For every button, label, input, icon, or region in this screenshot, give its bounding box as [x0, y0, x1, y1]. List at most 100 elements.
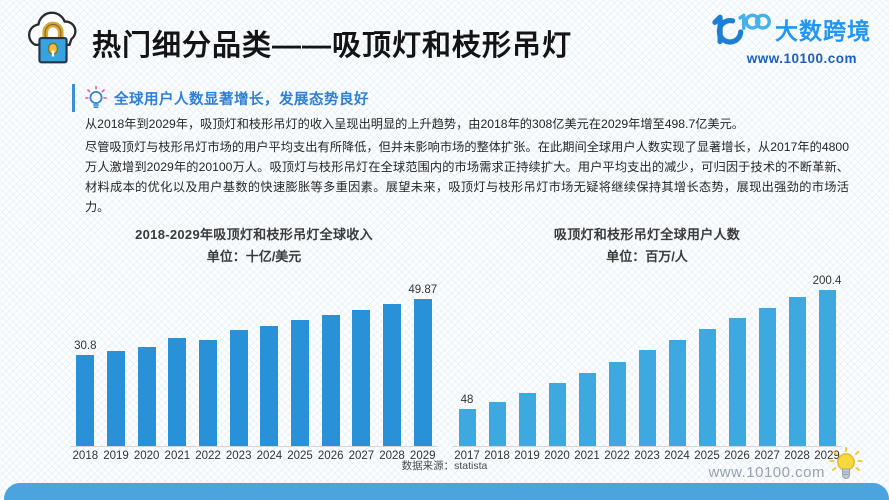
axis-tick-label: 2017 — [454, 450, 480, 462]
users-chart-unit: 单位：百万/人 — [606, 249, 688, 264]
bar-2025 — [698, 329, 716, 446]
bar-column-2029: 200.4 — [812, 275, 842, 446]
axis-tick-label: 2024 — [256, 450, 283, 462]
bar-column-2019 — [512, 393, 542, 446]
bar-2025 — [291, 320, 310, 446]
key-insight-text: 全球用户人数显著增长，发展态势良好 — [114, 91, 369, 108]
revenue-chart-title: 2018-2029年吸顶灯和枝形吊灯全球收入 — [135, 227, 373, 242]
bar-value-label: 200.4 — [812, 275, 842, 287]
bar-2029 — [413, 299, 432, 446]
revenue-chart-plot: 30.8 49.87 — [70, 274, 438, 447]
axis-tick-label: 2026 — [317, 450, 344, 462]
bar-value-label: 48 — [460, 394, 474, 406]
bar-column-2020 — [542, 383, 572, 446]
bar-2019 — [518, 393, 536, 446]
data-source: 数据来源：statista — [401, 460, 488, 472]
bar-column-2023 — [223, 330, 254, 446]
axis-tick-label: 2019 — [514, 450, 540, 462]
logo-brand-name: 大数跨境 — [775, 18, 871, 44]
axis-tick-label: 2024 — [664, 450, 690, 462]
users-chart-x-axis: 2017 2018 2019 2020 2021 2022 2023 2024 2025 2026… — [452, 450, 842, 462]
bar-2018 — [488, 402, 506, 446]
footer-url: www.10100.com — [708, 464, 825, 481]
paragraph-user-growth: 尽管吸顶灯与枝形吊灯市场的用户平均支出有所降低，但并未影响市场的整体扩张。在此期… — [85, 140, 849, 214]
bar-column-2027 — [752, 308, 782, 446]
bar-column-2018 — [482, 402, 512, 446]
axis-tick-label: 2027 — [348, 450, 375, 462]
brand-logo: 大数跨境 www.10100.com — [681, 8, 871, 66]
axis-tick-label: 2020 — [544, 450, 570, 462]
bar-2028 — [788, 297, 806, 446]
axis-tick-label: 2025 — [287, 450, 313, 462]
bar-column-2023 — [632, 350, 662, 446]
bar-2027 — [758, 308, 776, 446]
cloud-lock-icon — [28, 11, 77, 64]
lightbulb-icon — [85, 86, 107, 108]
logo-url: www.10100.com — [746, 51, 857, 66]
page-title: 热门细分品类——吸顶灯和枝形吊灯 — [92, 30, 573, 62]
axis-tick-label: 2020 — [133, 450, 160, 462]
bar-column-2022 — [193, 340, 224, 446]
paragraph-revenue-trend: 从2018年到2029年，吸顶灯和枝形吊灯的收入呈现出明显的上升趋势，由2018… — [85, 117, 744, 131]
bar-column-2019 — [101, 351, 132, 446]
bar-2023 — [638, 350, 656, 446]
axis-tick-label: 2029 — [409, 450, 436, 462]
bar-2028 — [383, 304, 402, 446]
bar-value-label: 49.87 — [408, 284, 438, 296]
axis-tick-label: 2027 — [754, 450, 780, 462]
bar-2020 — [137, 347, 156, 446]
bar-2026 — [321, 315, 340, 446]
bar-2026 — [728, 318, 746, 446]
revenue-chart-x-axis: 2018 2019 2020 2021 2022 2023 2024 2025 2026 2027… — [70, 450, 438, 462]
bar-column-2026 — [315, 315, 346, 446]
bar-column-2022 — [602, 362, 632, 446]
bar-2027 — [352, 310, 371, 446]
footer-bar — [4, 483, 889, 500]
bar-2023 — [229, 330, 248, 446]
bar-column-2028 — [377, 304, 408, 446]
key-insight: 全球用户人数显著增长，发展态势良好 — [72, 84, 369, 112]
bar-column-2025 — [285, 320, 316, 446]
bar-column-2020 — [131, 347, 162, 446]
bar-2024 — [260, 326, 279, 446]
logo-mark-10100-icon — [712, 13, 771, 45]
bar-2022 — [199, 340, 218, 446]
bar-column-2028 — [782, 297, 812, 446]
axis-tick-label: 2028 — [784, 450, 810, 462]
bar-column-2024 — [662, 340, 692, 446]
users-chart-title: 吸顶灯和枝形吊灯全球用户人数 — [553, 227, 741, 242]
bar-column-2025 — [692, 329, 722, 446]
axis-tick-label: 2028 — [379, 450, 405, 462]
axis-tick-label: 2018 — [72, 450, 99, 462]
bar-2020 — [548, 383, 566, 446]
revenue-chart-unit: 单位：十亿/美元 — [206, 249, 302, 264]
bar-column-2017: 48 — [452, 394, 482, 446]
bar-column-2018: 30.8 — [70, 340, 101, 446]
axis-tick-label: 2018 — [484, 450, 510, 462]
bar-2021 — [578, 373, 596, 446]
bar-2029 — [818, 290, 836, 446]
axis-tick-label: 2022 — [195, 450, 221, 462]
bar-2017 — [458, 409, 476, 446]
axis-tick-label: 2023 — [225, 450, 252, 462]
bar-column-2021 — [572, 373, 602, 446]
axis-tick-label: 2021 — [574, 450, 600, 462]
bar-2018 — [76, 355, 95, 446]
axis-tick-label: 2021 — [164, 450, 191, 462]
axis-tick-label: 2023 — [634, 450, 660, 462]
axis-tick-label: 2022 — [604, 450, 630, 462]
bar-2021 — [168, 338, 187, 446]
bar-column-2021 — [162, 338, 193, 446]
revenue-chart: 2018-2029年吸顶灯和枝形吊灯全球收入 单位：十亿/美元 30.8 49.8… — [70, 224, 438, 462]
bar-2019 — [107, 351, 125, 446]
bar-column-2024 — [254, 326, 285, 446]
axis-tick-label: 2026 — [724, 450, 750, 462]
bar-2024 — [668, 340, 686, 446]
axis-tick-label: 2025 — [694, 450, 720, 462]
users-chart: 吸顶灯和枝形吊灯全球用户人数 单位：百万/人 48 200.4 2017 2018 2… — [452, 224, 842, 462]
bar-value-label: 30.8 — [74, 340, 97, 352]
bar-column-2029: 49.87 — [407, 284, 438, 446]
axis-tick-label: 2029 — [814, 450, 840, 462]
bar-column-2026 — [722, 318, 752, 446]
